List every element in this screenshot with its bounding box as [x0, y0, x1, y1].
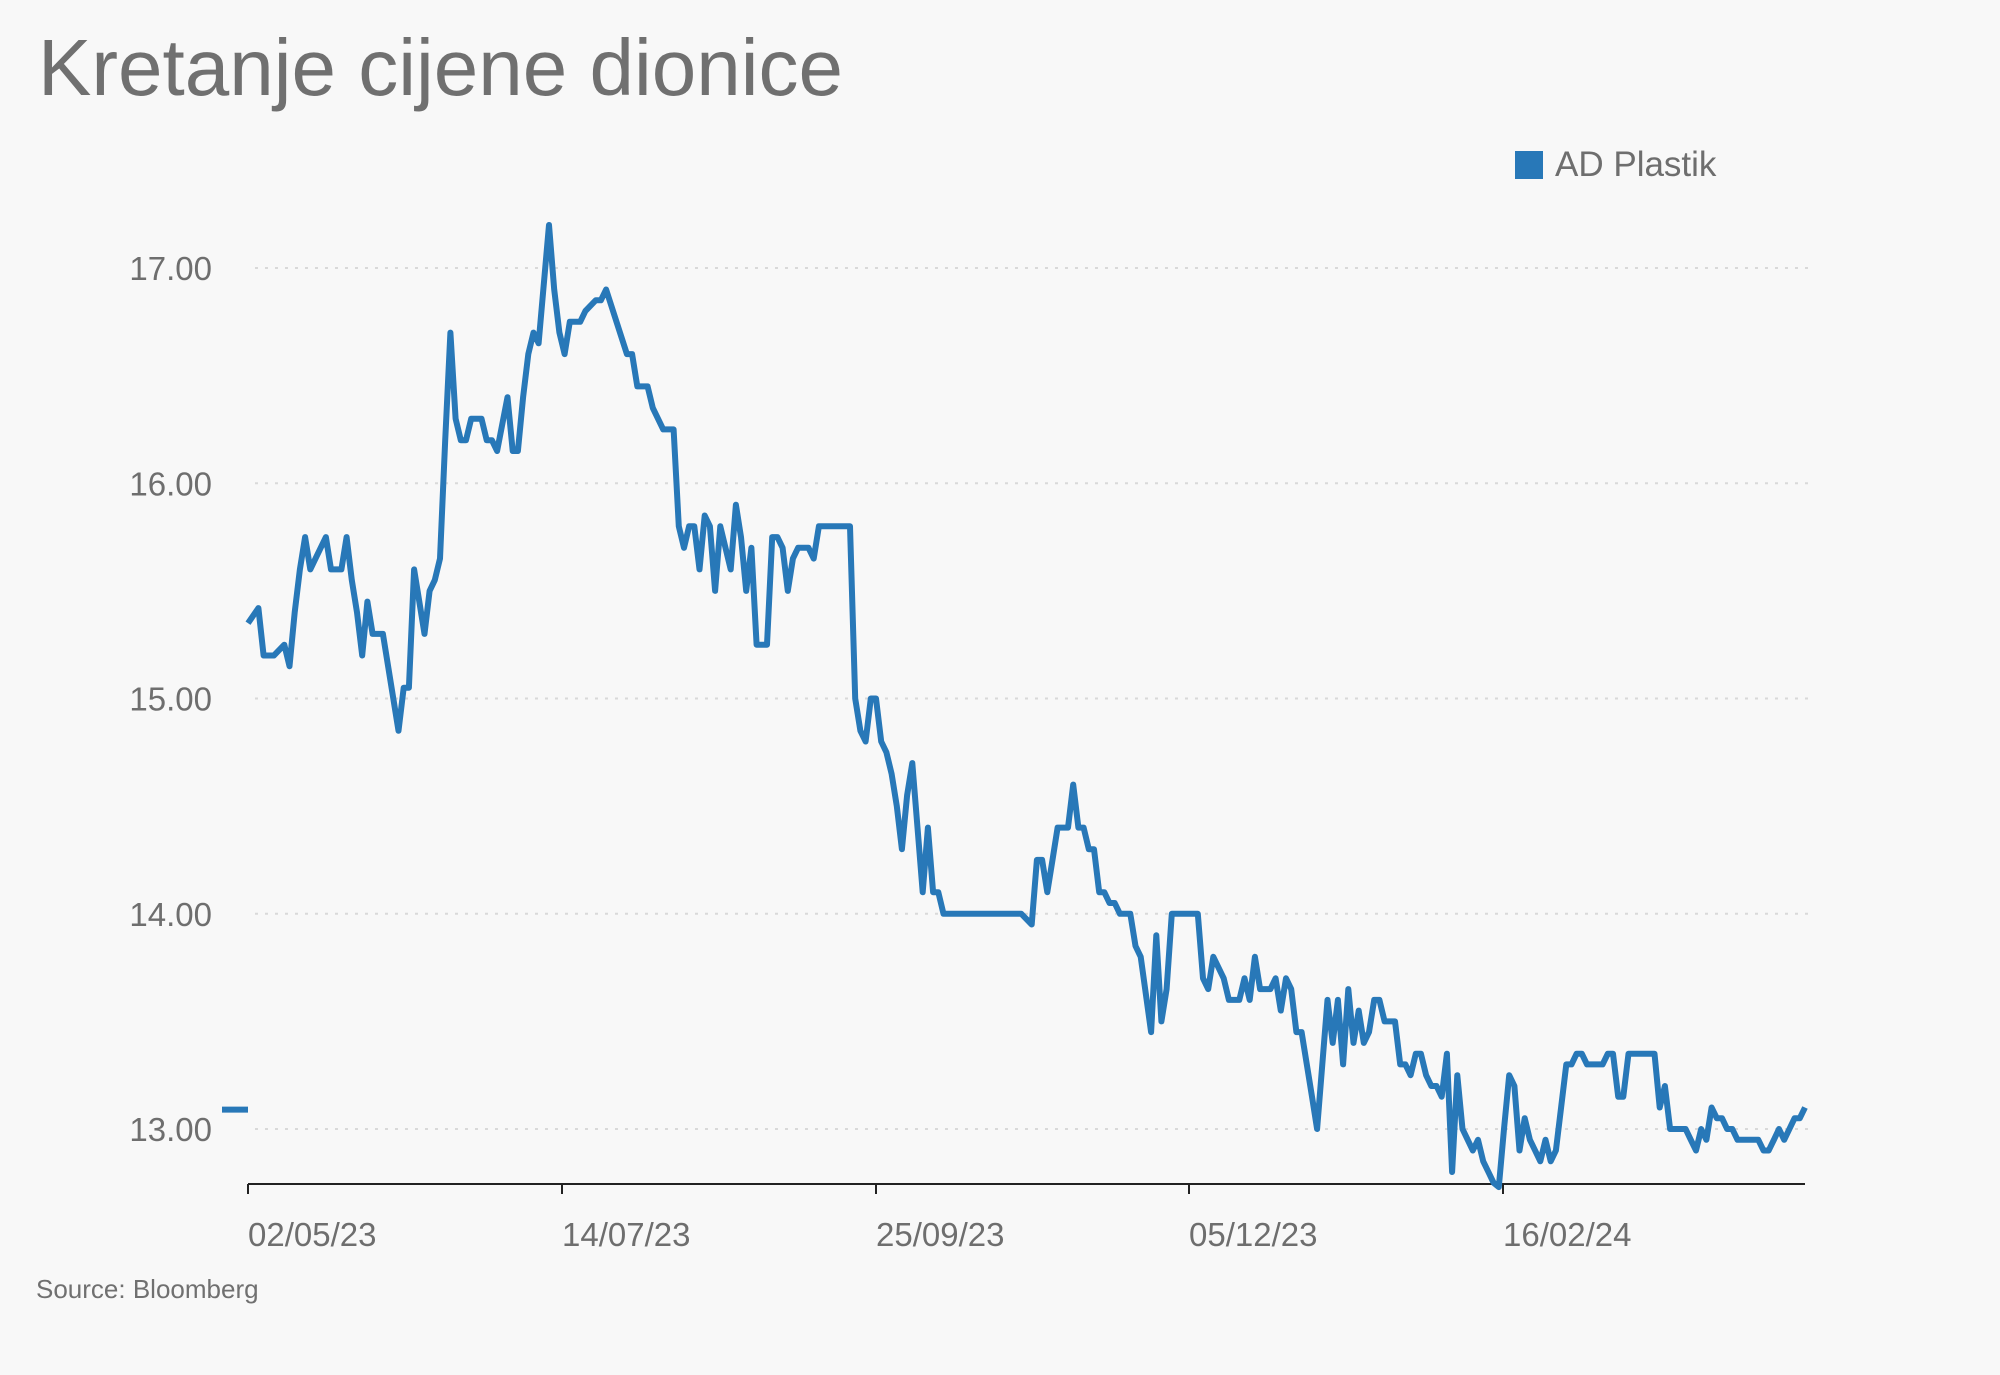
- x-tick-label: 02/05/23: [248, 1216, 376, 1253]
- x-tick-label: 25/09/23: [876, 1216, 1004, 1253]
- chart-title: Kretanje cijene dionice: [38, 23, 843, 112]
- x-axis: 02/05/23 14/07/23 25/09/23 05/12/23 16/02/24: [247, 1183, 1805, 1253]
- source-note: Source: Bloomberg: [36, 1274, 259, 1304]
- y-tick-label: 15.00: [129, 681, 212, 718]
- series-lines: [245, 222, 1808, 1191]
- grid-lines: [255, 267, 1812, 1130]
- legend: AD Plastik: [1515, 145, 1716, 185]
- y-tick-label: 17.00: [129, 250, 212, 287]
- y-axis-ticks: 13.00 14.00 15.00 16.00 17.00: [129, 250, 212, 1148]
- series-line-ad-plastik: [245, 222, 1808, 1191]
- y-tick-label: 13.00: [129, 1111, 212, 1148]
- y-tick-label: 16.00: [129, 465, 212, 502]
- x-tick-label: 05/12/23: [1189, 1216, 1317, 1253]
- x-tick-label: 16/02/24: [1503, 1216, 1631, 1253]
- x-tick-label: 14/07/23: [562, 1216, 690, 1253]
- legend-swatch: [1515, 151, 1543, 179]
- legend-label: AD Plastik: [1555, 145, 1717, 184]
- y-tick-label: 14.00: [129, 896, 212, 933]
